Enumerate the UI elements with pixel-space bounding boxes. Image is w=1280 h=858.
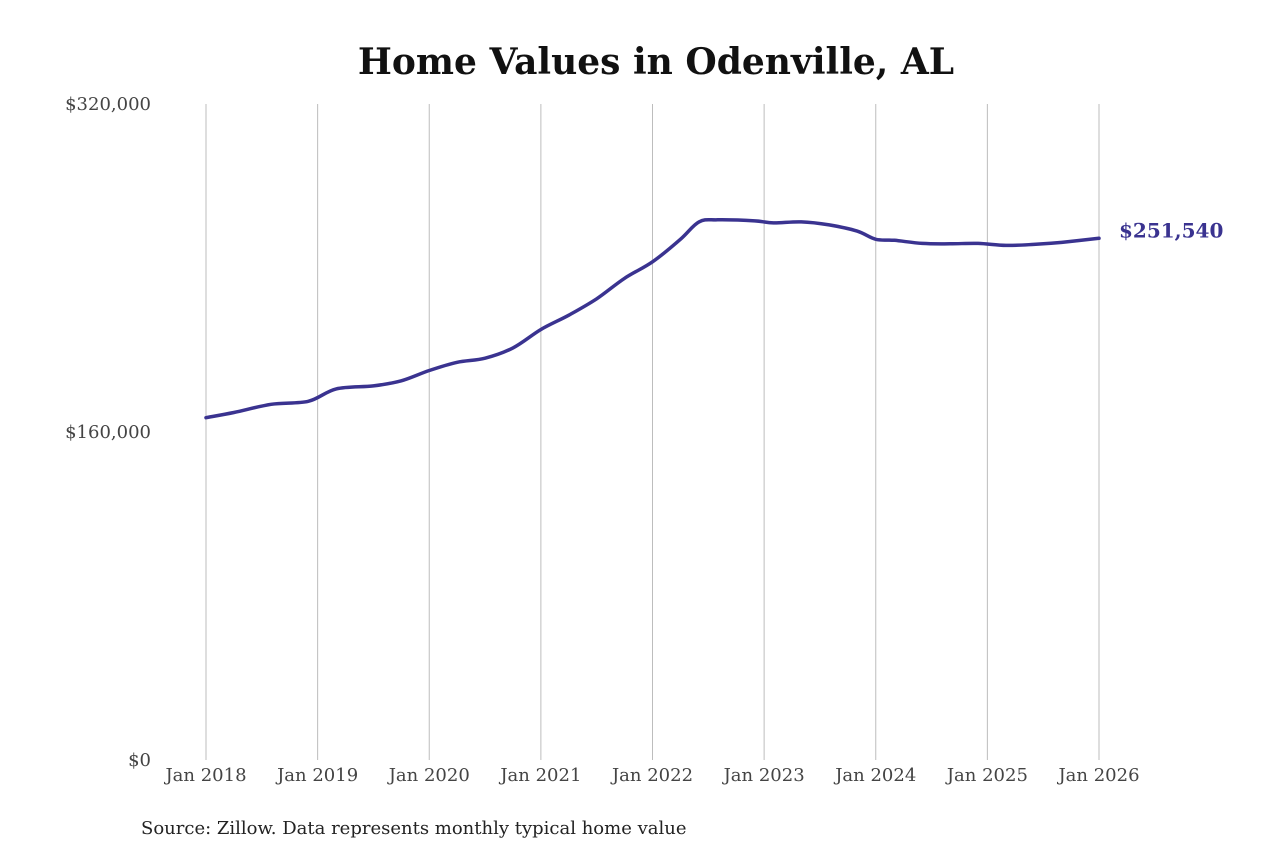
data-point bbox=[1097, 236, 1101, 240]
data-point bbox=[511, 346, 515, 350]
x-tick-label: Jan 2021 bbox=[498, 765, 581, 786]
data-point bbox=[827, 223, 831, 227]
x-tick-label: Jan 2019 bbox=[275, 765, 358, 786]
y-tick-label: $0 bbox=[128, 750, 151, 771]
data-point bbox=[399, 379, 403, 383]
end-value-label: $251,540 bbox=[1119, 218, 1223, 242]
data-point bbox=[948, 242, 952, 246]
data-point bbox=[483, 356, 487, 360]
data-point bbox=[269, 402, 273, 406]
y-axis-ticks: $0 $160,000 $320,000 bbox=[65, 94, 151, 771]
chart-title: Home Values in Odenville, AL bbox=[358, 41, 954, 83]
data-point bbox=[753, 219, 757, 223]
data-point bbox=[567, 313, 571, 317]
data-point bbox=[334, 387, 338, 391]
x-tick-label: Jan 2020 bbox=[387, 765, 470, 786]
data-point bbox=[892, 238, 896, 242]
data-point bbox=[678, 237, 682, 241]
data-point bbox=[976, 241, 980, 245]
data-point bbox=[306, 399, 310, 403]
data-point bbox=[697, 220, 701, 224]
data-point bbox=[623, 276, 627, 280]
data-point bbox=[371, 384, 375, 388]
data-point bbox=[1060, 240, 1064, 244]
x-tick-label: Jan 2023 bbox=[722, 765, 805, 786]
data-point bbox=[232, 411, 236, 415]
data-point bbox=[1032, 242, 1036, 246]
data-point bbox=[651, 260, 655, 264]
data-point bbox=[427, 369, 431, 373]
data-point bbox=[1004, 243, 1008, 247]
x-tick-label: Jan 2018 bbox=[163, 765, 246, 786]
data-point bbox=[874, 237, 878, 241]
x-tick-label: Jan 2024 bbox=[833, 765, 916, 786]
series-line-home-value bbox=[204, 217, 1101, 420]
data-point bbox=[204, 416, 208, 420]
data-point bbox=[595, 297, 599, 301]
gridlines bbox=[205, 104, 1100, 760]
y-tick-label: $320,000 bbox=[65, 94, 151, 115]
data-point bbox=[920, 241, 924, 245]
x-axis-ticks: Jan 2018 Jan 2019 Jan 2020 Jan 2021 Jan 2022… bbox=[163, 765, 1139, 786]
series-layer: $251,540 bbox=[204, 217, 1223, 420]
x-tick-label: Jan 2026 bbox=[1056, 765, 1139, 786]
data-point bbox=[455, 360, 459, 364]
data-point bbox=[855, 229, 859, 233]
data-point bbox=[716, 218, 720, 222]
x-tick-label: Jan 2022 bbox=[610, 765, 693, 786]
data-point bbox=[799, 220, 803, 224]
x-tick-label: Jan 2025 bbox=[945, 765, 1028, 786]
data-point bbox=[771, 221, 775, 225]
data-point bbox=[539, 328, 543, 332]
y-tick-label: $160,000 bbox=[65, 422, 151, 443]
source-note: Source: Zillow. Data represents monthly … bbox=[141, 818, 687, 839]
